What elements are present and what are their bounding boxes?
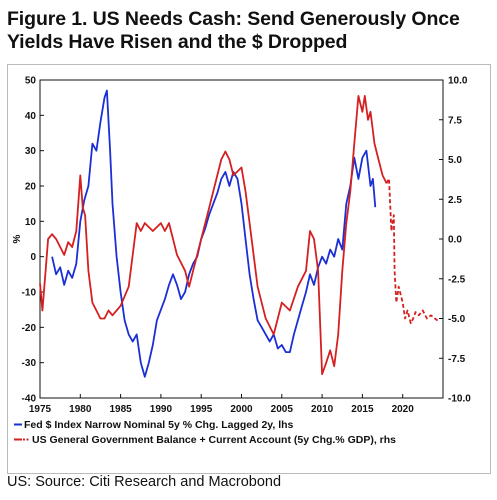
- left-tick-label: 50: [25, 76, 37, 87]
- left-tick-label: 20: [25, 182, 37, 193]
- right-tick-label: 10.0: [448, 76, 468, 87]
- chart-title-line-1: Figure 1. US Needs Cash: Send Generously…: [7, 8, 460, 30]
- chart-series: [39, 89, 440, 378]
- right-tick-label: -5.0: [448, 314, 466, 325]
- chart-axes: 50403020100-10-20-30-4010.07.55.02.50.0-…: [12, 76, 471, 416]
- right-tick-label: 5.0: [448, 155, 462, 166]
- series-line-red: [39, 94, 388, 376]
- left-tick-label: -40: [22, 394, 37, 405]
- left-tick-label: 0: [30, 252, 36, 263]
- chart-source: US: Source: Citi Research and Macrobond: [7, 474, 282, 490]
- legend-entry: Fed $ Index Narrow Nominal 5y % Chg. Lag…: [24, 419, 294, 431]
- chart-frame: 50 40 30 20 10 0 -10 -20 -30 -40 10.0 7.5 5.0 2.5 0.0-…: [7, 64, 491, 474]
- left-tick-label: 30: [25, 146, 37, 157]
- x-tick-label: 2020: [392, 404, 415, 415]
- x-tick-label: 1995: [190, 404, 213, 415]
- left-tick-label: 40: [25, 111, 37, 122]
- x-tick-label: 1985: [109, 404, 132, 415]
- chart-title-line-2: Yields Have Risen and the $ Dropped: [7, 31, 348, 53]
- x-tick-label: 1990: [150, 404, 173, 415]
- right-tick-label: -7.5: [448, 354, 466, 365]
- right-tick-label: 0.0: [448, 235, 462, 246]
- line-chart: 50403020100-10-20-30-4010.07.55.02.50.0-…: [12, 76, 471, 447]
- left-tick-label: 10: [25, 217, 37, 228]
- chart-title: Figure 1. US Needs Cash: Send Generously…: [7, 8, 491, 54]
- chart-legend: Fed $ Index Narrow Nominal 5y % Chg. Lag…: [14, 419, 396, 446]
- left-tick-label: -20: [22, 323, 37, 334]
- x-tick-label: 2015: [351, 404, 374, 415]
- x-tick-label: 2010: [311, 404, 334, 415]
- x-tick-label: 1980: [69, 404, 92, 415]
- right-tick-label: -2.5: [448, 274, 466, 285]
- right-tick-label: -10.0: [448, 394, 471, 405]
- right-tick-label: 2.5: [448, 195, 462, 206]
- series-line-red-dashed: [385, 177, 440, 325]
- x-tick-label: 2000: [230, 404, 253, 415]
- left-tick-label: -30: [22, 358, 37, 369]
- legend-entry: US General Government Balance + Current …: [32, 434, 396, 446]
- x-tick-label: 1975: [29, 404, 52, 415]
- series-line-blue: [51, 89, 377, 378]
- y-axis-label: %: [12, 234, 23, 243]
- x-tick-label: 2005: [271, 404, 294, 415]
- left-tick-label: -10: [22, 288, 37, 299]
- right-tick-label: 7.5: [448, 115, 462, 126]
